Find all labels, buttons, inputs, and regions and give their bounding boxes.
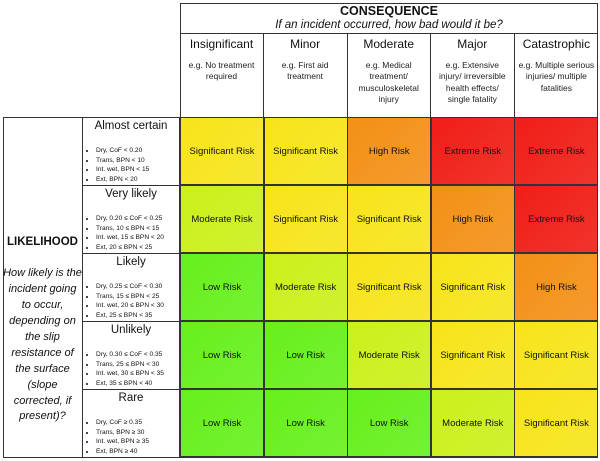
criterion: Ext, BPN ≥ 40 <box>96 447 179 457</box>
criterion: Int. wet, 15 ≤ BPN < 20 <box>96 233 179 243</box>
risk-cell: Significant Risk <box>430 321 515 389</box>
criterion: Dry, CoF ≥ 0.35 <box>96 418 179 428</box>
column-header-moderate: Moderate e.g. Medical treatment/ musculos… <box>347 33 432 117</box>
risk-cell: Extreme Risk <box>514 117 599 185</box>
criterion: Dry, 0.20 ≤ CoF < 0.25 <box>96 214 179 224</box>
criterion: Dry, CoF < 0.20 <box>96 146 179 156</box>
criterion: Trans, 25 ≤ BPN < 30 <box>96 360 179 370</box>
row-header-almost-certain: Almost certain Dry, CoF < 0.20Trans, BPN … <box>82 117 180 185</box>
criterion: Trans, 15 ≤ BPN < 25 <box>96 292 179 302</box>
row-name: Likely <box>116 256 146 268</box>
column-name: Moderate <box>363 37 415 51</box>
criterion: Dry, 0.25 ≤ CoF < 0.30 <box>96 282 179 292</box>
risk-cell: Low Risk <box>347 389 432 457</box>
risk-cell: Low Risk <box>263 321 348 389</box>
risk-cell: High Risk <box>347 117 432 185</box>
criteria-list: Dry, 0.30 ≤ CoF < 0.35Trans, 25 ≤ BPN < … <box>83 350 179 388</box>
row-header-unlikely: Unlikely Dry, 0.30 ≤ CoF < 0.35Trans, 25 … <box>82 321 180 389</box>
column-name: Catastrophic <box>522 37 591 51</box>
consequence-header-box <box>180 3 598 117</box>
risk-cell: Significant Risk <box>514 389 599 457</box>
risk-cell: High Risk <box>514 253 599 321</box>
criterion: Int. wet, BPN < 15 <box>96 165 179 175</box>
risk-cell: Extreme Risk <box>430 117 515 185</box>
row-name: Unlikely <box>110 324 152 336</box>
column-description: e.g. Multiple serious injuries/ multiple… <box>518 60 595 93</box>
risk-cell: Low Risk <box>180 389 264 457</box>
risk-cell: Significant Risk <box>347 253 432 321</box>
criteria-list: Dry, CoF < 0.20Trans, BPN < 10Int. wet, … <box>83 146 179 184</box>
row-header-very-likely: Very likely Dry, 0.20 ≤ CoF < 0.25Trans, … <box>82 185 180 253</box>
risk-cell: Low Risk <box>180 253 264 321</box>
risk-cell: Moderate Risk <box>180 185 264 253</box>
column-header-insignificant: Insignificant e.g. No treatment required <box>180 33 264 117</box>
criterion: Ext, BPN < 20 <box>96 175 179 185</box>
column-description: e.g. No treatment required <box>188 60 255 82</box>
column-description: e.g. Extensive injury/ irreversible heal… <box>438 60 506 105</box>
likelihood-title: LIKELIHOOD <box>7 236 78 248</box>
criterion: Ext, 20 ≤ BPN < 25 <box>96 243 179 253</box>
criteria-list: Dry, 0.20 ≤ CoF < 0.25Trans, 10 ≤ BPN < … <box>83 214 179 252</box>
criterion: Ext, 25 ≤ BPN < 35 <box>96 311 179 321</box>
risk-cell: Significant Risk <box>514 321 599 389</box>
criterion: Int. wet, BPN ≥ 35 <box>96 437 179 447</box>
risk-cell: Significant Risk <box>263 185 348 253</box>
consequence-title: CONSEQUENCE <box>340 4 438 18</box>
column-name: Major <box>457 37 488 51</box>
risk-cell: Low Risk <box>180 321 264 389</box>
likelihood-subtitle: How likely is the incident going to occu… <box>3 267 82 423</box>
column-header-major: Major e.g. Extensive injury/ irreversible… <box>431 33 515 117</box>
risk-cell: Significant Risk <box>347 185 432 253</box>
column-header-catastrophic: Catastrophic e.g. Multiple serious injuri… <box>514 33 598 117</box>
risk-cell: Moderate Risk <box>430 389 515 457</box>
criteria-list: Dry, CoF ≥ 0.35Trans, BPN ≥ 30Int. wet, … <box>83 418 179 456</box>
risk-cell: Low Risk <box>263 389 348 457</box>
row-name: Very likely <box>105 188 157 200</box>
criterion: Trans, 10 ≤ BPN < 15 <box>96 224 179 234</box>
risk-cell: Significant Risk <box>430 253 515 321</box>
divider <box>180 33 598 34</box>
risk-cell: Extreme Risk <box>514 185 599 253</box>
row-name: Almost certain <box>94 120 168 132</box>
criterion: Int. wet, 20 ≤ BPN < 30 <box>96 301 179 311</box>
risk-cell: Moderate Risk <box>347 321 432 389</box>
column-description: e.g. Medical treatment/ musculoskeletal … <box>358 60 419 105</box>
row-header-rare: Rare Dry, CoF ≥ 0.35Trans, BPN ≥ 30Int. w… <box>82 389 180 457</box>
criterion: Trans, BPN ≥ 30 <box>96 428 179 438</box>
criterion: Trans, BPN < 10 <box>96 156 179 166</box>
risk-cell: High Risk <box>430 185 515 253</box>
column-name: Insignificant <box>189 37 254 51</box>
criteria-list: Dry, 0.25 ≤ CoF < 0.30Trans, 15 ≤ BPN < … <box>83 282 179 320</box>
criterion: Dry, 0.30 ≤ CoF < 0.35 <box>96 350 179 360</box>
criterion: Ext, 35 ≤ BPN < 40 <box>96 379 179 389</box>
row-name: Rare <box>118 392 144 404</box>
column-description: e.g. First aid treatment <box>281 60 329 82</box>
column-header-minor: Minor e.g. First aid treatment <box>264 33 348 117</box>
risk-cell: Moderate Risk <box>263 253 348 321</box>
risk-cell: Significant Risk <box>180 117 264 185</box>
criterion: Int. wet, 30 ≤ BPN < 35 <box>96 369 179 379</box>
risk-cell: Significant Risk <box>263 117 348 185</box>
column-name: Minor <box>290 37 321 51</box>
consequence-subtitle: If an incident occurred, how bad would i… <box>275 19 503 31</box>
likelihood-label-box <box>3 117 82 458</box>
divider <box>82 457 598 458</box>
row-header-likely: Likely Dry, 0.25 ≤ CoF < 0.30Trans, 15 ≤ … <box>82 253 180 321</box>
